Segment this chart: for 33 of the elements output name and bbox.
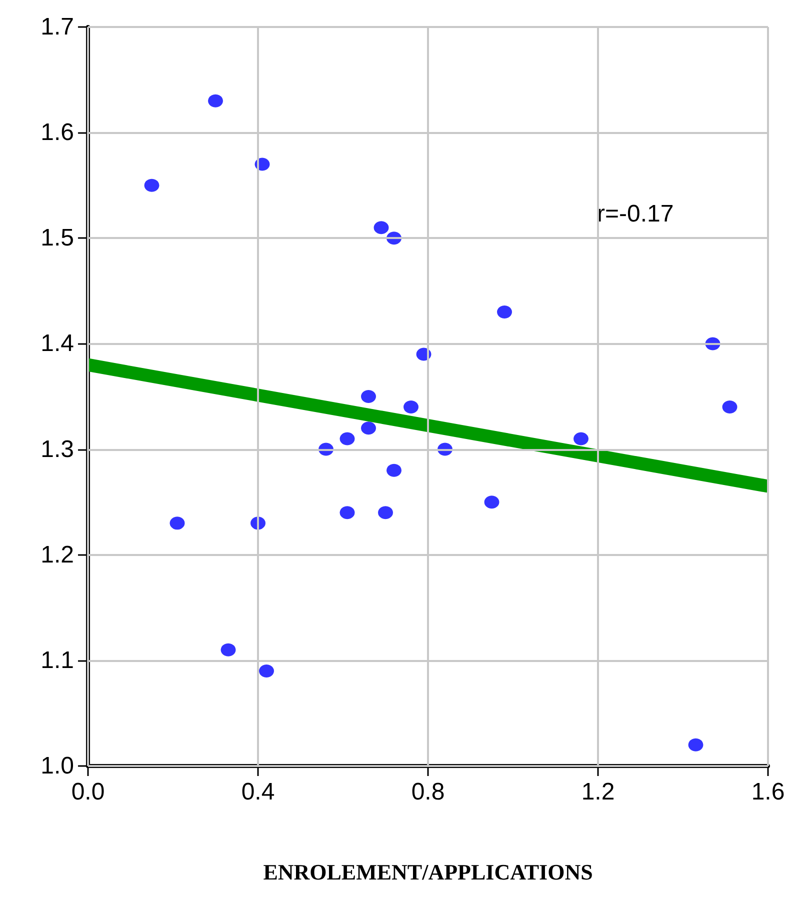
point — [722, 400, 738, 414]
y-tick-label: 1.7 — [40, 14, 74, 40]
y-tick-label: 1.2 — [40, 541, 74, 568]
point — [208, 94, 223, 108]
x-tick-label: 1.6 — [751, 778, 785, 806]
x-tick-label: 1.2 — [581, 778, 615, 806]
point — [170, 516, 185, 530]
point — [259, 664, 274, 678]
point — [340, 506, 355, 520]
point — [220, 643, 236, 656]
y-tick-label: 1.4 — [40, 330, 74, 358]
y-tick-label: 1.0 — [40, 752, 74, 780]
y-tick-label: 1.3 — [40, 436, 74, 463]
point — [497, 306, 512, 319]
annotation: r=-0.17 — [597, 200, 674, 228]
point — [574, 432, 588, 446]
point — [378, 506, 393, 520]
x-tick-label: 0.8 — [411, 778, 445, 806]
point — [374, 221, 389, 234]
y-tick-label: 1.1 — [40, 646, 74, 674]
x-tick-label: 0.0 — [71, 778, 105, 806]
point — [688, 738, 704, 752]
x-axis-title: ENROLEMENT/APPLICATIONS — [263, 860, 593, 884]
point — [361, 390, 376, 403]
x-tick-label: 0.4 — [241, 778, 275, 806]
y-tick-label: 1.5 — [40, 224, 74, 252]
y-tick-label: 1.6 — [40, 119, 74, 146]
point — [484, 496, 500, 509]
point — [144, 178, 160, 192]
point — [340, 432, 355, 446]
point — [361, 422, 376, 435]
point — [404, 400, 418, 414]
point — [386, 464, 402, 477]
